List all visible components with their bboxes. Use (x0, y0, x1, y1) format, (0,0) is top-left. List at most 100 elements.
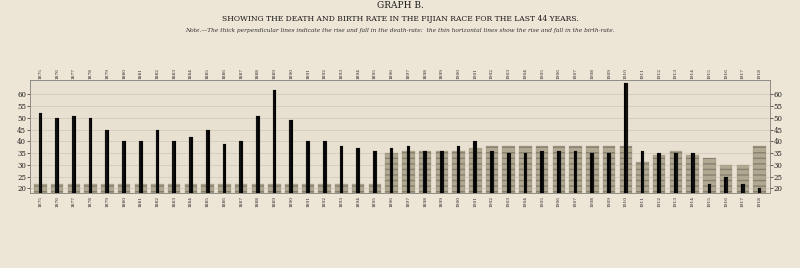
Bar (686, 155, 699, 193)
Text: 1894: 1894 (356, 196, 360, 207)
Text: 1880: 1880 (122, 68, 126, 79)
Text: 1900: 1900 (457, 68, 461, 79)
Bar (502, 146, 515, 193)
Text: 1903: 1903 (506, 196, 510, 207)
Text: 1914: 1914 (690, 196, 694, 207)
Bar (268, 184, 281, 193)
Text: 1907: 1907 (574, 68, 578, 79)
Text: 1896: 1896 (390, 196, 394, 207)
Bar (356, 148, 360, 193)
Text: 1879: 1879 (106, 68, 110, 79)
Bar (758, 188, 762, 193)
Text: 1884: 1884 (189, 68, 193, 79)
Text: 1882: 1882 (155, 196, 159, 207)
Text: 1918: 1918 (758, 68, 762, 79)
Text: 1913: 1913 (674, 68, 678, 79)
Bar (202, 184, 214, 193)
Text: 1883: 1883 (172, 68, 176, 79)
Text: 1905: 1905 (540, 68, 544, 79)
Text: 1883: 1883 (172, 196, 176, 207)
Text: 1904: 1904 (523, 68, 527, 79)
Bar (352, 184, 365, 193)
Bar (557, 151, 561, 193)
Text: 1895: 1895 (373, 68, 377, 79)
Bar (218, 184, 230, 193)
Text: 1878: 1878 (89, 68, 93, 79)
Text: 1909: 1909 (607, 68, 611, 79)
Bar (156, 130, 159, 193)
Bar (737, 165, 749, 193)
Bar (474, 142, 477, 193)
Bar (540, 151, 544, 193)
Text: 1908: 1908 (590, 68, 594, 79)
Text: 1882: 1882 (155, 68, 159, 79)
Text: 1906: 1906 (557, 68, 561, 79)
Bar (251, 184, 264, 193)
Bar (619, 146, 632, 193)
Text: 1898: 1898 (423, 196, 427, 207)
Bar (89, 118, 93, 193)
Text: 1876: 1876 (55, 68, 59, 79)
Bar (55, 118, 59, 193)
Bar (222, 144, 226, 193)
Text: 1910: 1910 (624, 68, 628, 79)
Text: 1881: 1881 (138, 68, 142, 79)
Bar (306, 142, 310, 193)
Bar (440, 151, 444, 193)
Text: 1904: 1904 (523, 196, 527, 207)
Bar (290, 120, 293, 193)
Bar (658, 153, 661, 193)
Bar (590, 153, 594, 193)
Bar (151, 184, 164, 193)
Bar (373, 151, 377, 193)
Text: 1915: 1915 (707, 68, 711, 79)
Text: 1895: 1895 (373, 196, 377, 207)
Bar (386, 153, 398, 193)
Text: 1913: 1913 (674, 196, 678, 207)
Text: 1902: 1902 (490, 196, 494, 207)
Bar (607, 153, 611, 193)
Bar (323, 142, 326, 193)
Text: 1875: 1875 (38, 68, 42, 79)
Text: 1897: 1897 (406, 196, 410, 207)
Text: 1886: 1886 (222, 68, 226, 79)
Bar (691, 153, 694, 193)
Text: 1900: 1900 (457, 196, 461, 207)
Text: 1911: 1911 (641, 196, 645, 207)
Text: 1878: 1878 (89, 196, 93, 207)
Text: 1890: 1890 (290, 196, 294, 207)
Bar (741, 184, 745, 193)
Text: 1887: 1887 (239, 68, 243, 79)
Bar (185, 184, 198, 193)
Text: 1890: 1890 (290, 68, 294, 79)
Bar (134, 184, 147, 193)
Text: 1917: 1917 (741, 196, 745, 207)
Bar (172, 142, 176, 193)
Text: 1877: 1877 (72, 68, 76, 79)
Text: 1884: 1884 (189, 196, 193, 207)
Bar (602, 146, 615, 193)
Text: 1891: 1891 (306, 196, 310, 207)
Text: SHOWING THE DEATH AND BIRTH RATE IN THE FIJIAN RACE FOR THE LAST 44 YEARS.: SHOWING THE DEATH AND BIRTH RATE IN THE … (222, 15, 578, 23)
Text: 1892: 1892 (322, 68, 326, 79)
Text: 1894: 1894 (356, 68, 360, 79)
Bar (636, 162, 649, 193)
Bar (189, 137, 193, 193)
Bar (101, 184, 114, 193)
Text: 1918: 1918 (758, 196, 762, 207)
Bar (256, 116, 260, 193)
Text: 1916: 1916 (724, 68, 728, 79)
Text: 1897: 1897 (406, 68, 410, 79)
Bar (624, 83, 628, 193)
Text: 1905: 1905 (540, 196, 544, 207)
Bar (302, 184, 314, 193)
Text: 1891: 1891 (306, 68, 310, 79)
Bar (335, 184, 348, 193)
Text: 1876: 1876 (55, 196, 59, 207)
Text: 1879: 1879 (106, 196, 110, 207)
Bar (318, 184, 331, 193)
Text: Note.—The thick perpendicular lines indicate the rise and fall in the death-rate: Note.—The thick perpendicular lines indi… (185, 28, 615, 33)
Bar (369, 184, 381, 193)
Text: 1877: 1877 (72, 196, 76, 207)
Bar (523, 153, 527, 193)
